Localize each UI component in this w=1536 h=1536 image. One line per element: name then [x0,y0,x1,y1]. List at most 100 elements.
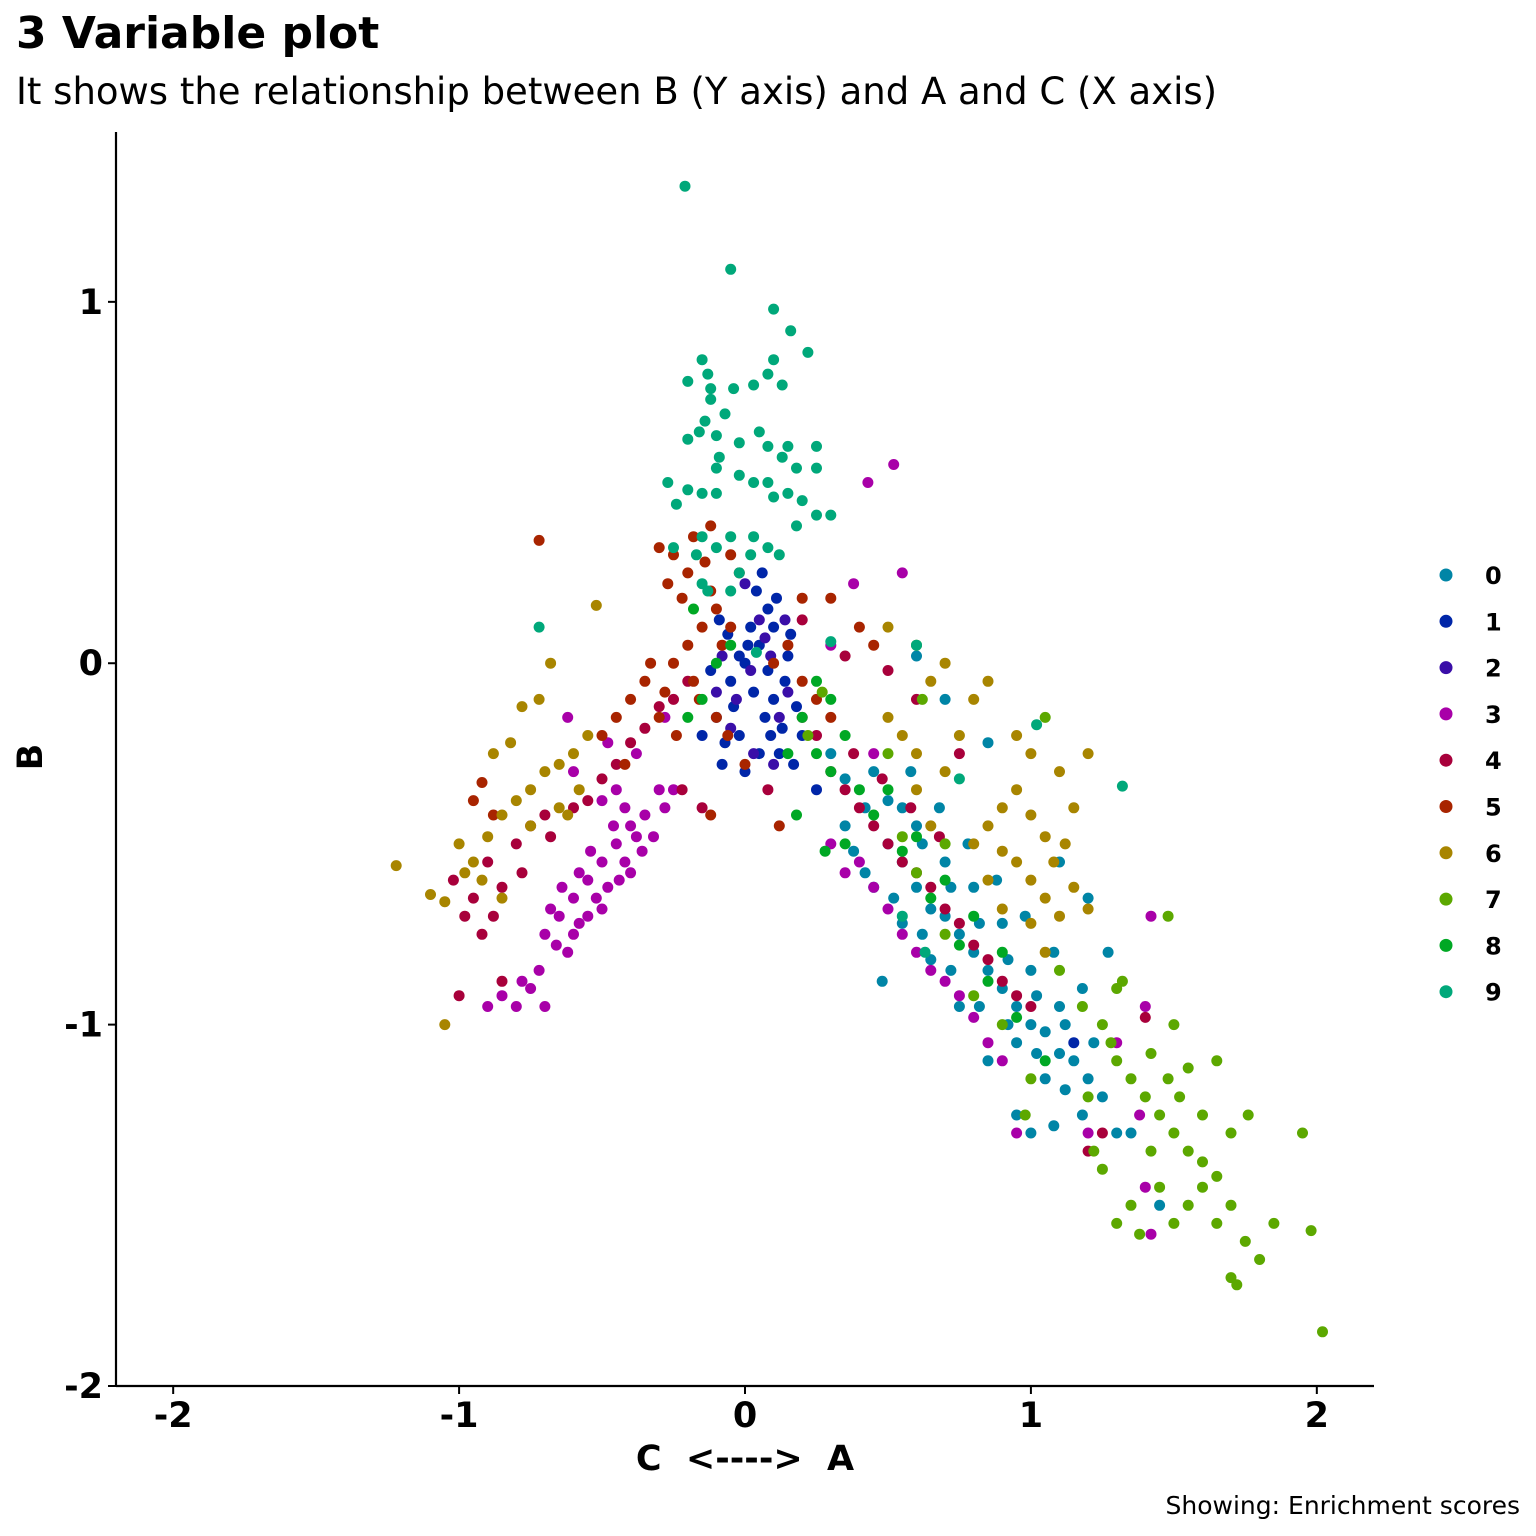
point-series-3-49 [982,1037,994,1049]
point-series-0-8 [953,928,965,940]
point-series-3-31 [496,990,508,1002]
legend-label-6: 6 [1485,840,1502,868]
point-series-6-16 [590,599,602,611]
point-series-4-36 [453,990,465,1002]
point-series-8-19 [782,748,794,760]
point-series-2-10 [748,748,760,760]
point-series-0-14 [1039,1026,1051,1038]
point-series-6-47 [1068,802,1080,814]
point-series-0-54 [1011,1109,1023,1121]
point-series-3-67 [568,766,579,778]
point-series-8-26 [839,838,851,850]
point-series-9-37 [782,487,794,499]
point-series-3-9 [573,917,585,929]
legend-key-1 [1439,614,1453,628]
point-series-0-39 [982,1055,994,1067]
point-series-0-66 [905,766,917,778]
point-series-1-25 [742,639,754,651]
point-series-1-6 [762,603,774,615]
point-series-3-48 [968,1011,980,1023]
point-series-0-31 [1031,990,1043,1002]
chart-title: 3 Variable plot [16,8,380,59]
point-series-1-20 [779,675,791,687]
point-series-0-36 [1011,1037,1023,1049]
point-series-8-23 [968,910,980,922]
point-series-9-15 [719,408,731,420]
point-series-9-13 [705,393,717,405]
point-series-9-65 [919,946,931,958]
point-series-7-2 [1139,1091,1151,1103]
point-series-0-21 [939,856,951,868]
point-series-3-34 [573,867,585,879]
point-series-6-41 [939,657,951,669]
point-series-3-59 [1139,1001,1151,1012]
point-series-4-4 [467,892,479,904]
point-series-9-34 [682,484,694,496]
point-series-7-56 [1039,711,1051,723]
point-series-4-51 [882,665,894,676]
point-series-7-51 [1019,1109,1031,1121]
legend-key-6 [1439,846,1453,860]
point-series-5-31 [625,693,637,705]
point-series-8-20 [882,784,894,796]
point-series-7-19 [1154,1181,1166,1193]
legend-key-8 [1439,938,1453,952]
x-tick-label-3: 1 [1019,1396,1043,1436]
point-series-3-69 [630,748,642,760]
point-series-0-33 [1088,1037,1100,1049]
point-series-4-14 [625,737,637,749]
point-series-4-17 [668,693,679,705]
point-series-0-38 [1076,1109,1088,1121]
y-tick-label-3: 1 [79,283,103,323]
point-series-6-13 [516,701,528,713]
point-series-4-16 [653,701,665,713]
point-series-3-14 [639,809,651,821]
point-series-7-3 [1154,1109,1166,1121]
point-series-9-22 [762,440,774,452]
point-series-6-7 [510,795,522,807]
point-series-3-26 [648,831,659,843]
point-series-9-46 [748,531,760,543]
x-tick-label-2: 0 [733,1396,757,1436]
point-series-3-0 [553,910,565,922]
point-series-7-27 [1096,1019,1108,1031]
point-series-1-8 [773,748,785,760]
y-tick-label-2: 0 [79,644,103,684]
legend-label-7: 7 [1485,886,1502,914]
point-series-5-20 [782,639,794,651]
point-series-3-45 [925,964,937,976]
point-series-4-8 [545,831,557,843]
point-series-2-8 [782,686,794,698]
chart-caption: Showing: Enrichment scores [1165,1491,1520,1520]
point-series-3-18 [510,1001,522,1012]
point-series-4-31 [996,975,1008,987]
point-series-3-39 [610,784,622,796]
point-series-9-8 [762,368,774,380]
point-series-7-26 [1197,1109,1208,1121]
point-series-9-30 [733,469,745,481]
point-series-7-48 [968,990,980,1002]
point-series-1-30 [733,650,745,662]
point-series-9-0 [679,180,691,192]
point-series-7-50 [1025,1073,1037,1085]
point-series-8-9 [925,892,937,904]
point-series-7-10 [1254,1254,1266,1265]
point-series-7-45 [896,831,908,843]
point-series-6-55 [1025,917,1037,929]
point-series-4-2 [496,881,508,893]
point-series-8-0 [710,657,722,669]
point-series-8-16 [725,639,737,651]
point-series-0-62 [973,1001,985,1012]
point-series-6-53 [982,874,994,886]
point-series-9-32 [748,477,760,488]
point-series-5-17 [722,730,734,741]
x-tick-label-1: -1 [440,1396,479,1436]
point-series-6-50 [911,748,922,760]
point-series-1-18 [716,758,728,770]
point-series-7-4 [1168,1127,1180,1139]
point-series-3-54 [896,567,908,579]
point-series-3-43 [896,928,908,940]
point-series-5-21 [796,675,808,687]
point-series-4-22 [868,820,880,832]
point-series-0-44 [848,845,860,857]
